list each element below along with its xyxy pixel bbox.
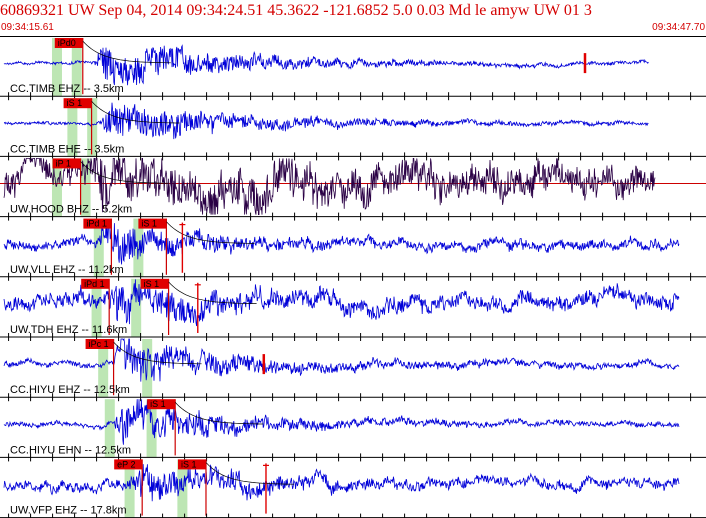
window-start-time: 09:34:15.61: [1, 22, 54, 33]
pick-label: iPd 1: [86, 219, 107, 229]
pick-label: iS 1: [144, 279, 160, 289]
trace-row[interactable]: iPd0 CC.TIMB EHZ -- 3.5km: [0, 38, 706, 101]
coda-decay-curve: [205, 462, 294, 485]
pick-label: iS 1: [67, 98, 83, 108]
station-label: UW.TDH EHZ -- 11.6km: [10, 324, 127, 336]
waveform-trace: [3, 102, 649, 140]
window-end-time: 09:34:47.70: [652, 22, 705, 33]
coda-decay-curve: [166, 221, 255, 244]
trace-row[interactable]: iPd 1 iS 1 UW.VLL EHZ -- 11.2km: [0, 218, 706, 281]
pick-label: iPd0: [58, 38, 76, 48]
coda-decay-curve: [91, 101, 180, 124]
phase-band: [67, 98, 78, 157]
phase-band: [51, 38, 62, 97]
coda-decay-curve: [82, 40, 171, 64]
seismogram-panel[interactable]: iPd0 CC.TIMB EHZ -- 3.5km iS 1 CC.TIMB EHE …: [0, 36, 706, 518]
waveform-trace: [3, 399, 680, 445]
phase-band: [104, 399, 115, 458]
pick-label: iS 1: [141, 219, 157, 229]
waveform-trace: [3, 158, 656, 215]
pick-box[interactable]: [138, 218, 167, 229]
phase-band: [98, 339, 109, 398]
phase-band: [93, 218, 104, 277]
pick-box[interactable]: [147, 399, 176, 410]
pick-label: iS 1: [181, 459, 197, 469]
pick-box[interactable]: [140, 278, 169, 289]
coda-decay-curve: [80, 161, 169, 184]
station-label: UW.VLL EHZ -- 11.2km: [10, 264, 124, 276]
coda-decay-curve: [113, 341, 202, 365]
waveform-trace: [3, 464, 680, 502]
phase-band: [80, 158, 91, 217]
phase-band: [146, 399, 157, 458]
station-label: CC.TIMB EHE -- 3.5km: [10, 143, 124, 155]
event-header-title: 60869321 UW Sep 04, 2014 09:34:24.51 45.…: [0, 2, 592, 19]
phase-band: [71, 38, 82, 97]
pick-box[interactable]: [83, 218, 112, 229]
station-label: CC.HIYU EHN -- 12.5km: [10, 444, 131, 456]
pick-label: iPc 1: [89, 339, 109, 349]
coda-decay-curve: [168, 281, 257, 304]
station-label: CC.TIMB EHZ -- 3.5km: [10, 83, 124, 95]
pick-box[interactable]: [63, 98, 92, 109]
pick-box[interactable]: [81, 278, 110, 289]
trace-row[interactable]: iS 1 CC.TIMB EHE -- 3.5km: [0, 98, 706, 161]
pick-label: iS 1: [150, 399, 166, 409]
trace-row[interactable]: iP 1 UW.HOOD BHZ -- 5.2km: [0, 158, 706, 221]
waveform-trace: [3, 44, 649, 86]
pick-label: eP 2: [117, 459, 135, 469]
phase-band: [87, 98, 98, 157]
pick-box[interactable]: [52, 158, 81, 169]
pick-box[interactable]: [114, 459, 143, 470]
pick-box[interactable]: [85, 339, 114, 349]
trace-row[interactable]: iPd 1 iS 1 UW.TDH EHZ -- 11.6km: [0, 278, 706, 341]
waveform-trace: [3, 279, 680, 327]
station-label: UW.VFP EHZ -- 17.8km: [10, 505, 127, 517]
pick-box[interactable]: [177, 459, 206, 470]
trace-row[interactable]: iPc 1 CC.HIYU EHZ -- 12.5km: [0, 337, 706, 402]
pick-label: iPd 1: [84, 279, 105, 289]
trace-row[interactable]: eP 2 iS 1 UW.VFP EHZ -- 17.8km: [0, 459, 706, 518]
pick-box[interactable]: [54, 38, 83, 48]
phase-band: [131, 278, 142, 337]
coda-decay-curve: [174, 402, 264, 425]
pick-label: iP 1: [56, 158, 71, 168]
phase-band: [51, 158, 62, 217]
station-label: UW.HOOD BHZ -- 5.2km: [10, 204, 132, 216]
station-label: CC.HIYU EHZ -- 12.5km: [10, 384, 130, 396]
waveform-trace: [3, 337, 680, 382]
phase-band: [133, 218, 144, 277]
trace-row[interactable]: iS 1 CC.HIYU EHN -- 12.5km: [0, 399, 706, 462]
waveform-trace: [3, 221, 680, 265]
